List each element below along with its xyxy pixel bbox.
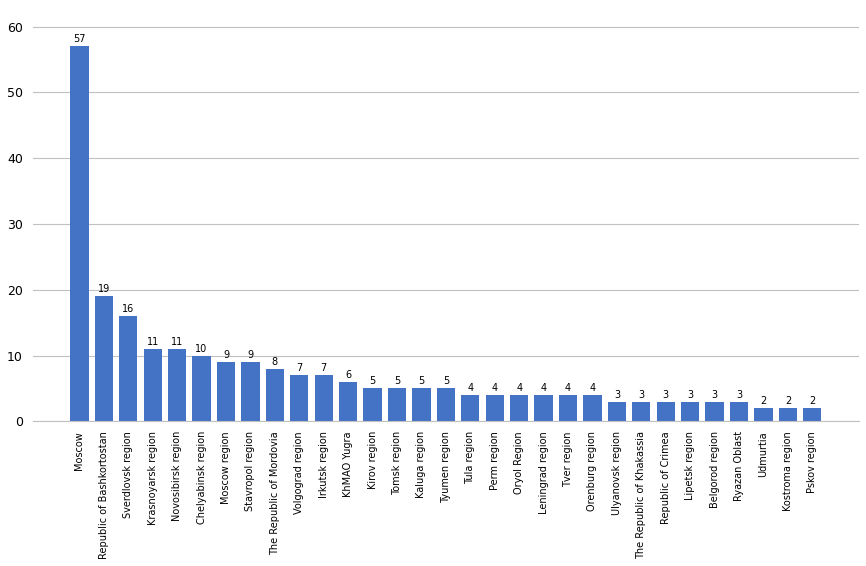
Bar	[70, 46, 88, 421]
Bar	[120, 316, 138, 421]
Bar	[559, 395, 577, 421]
Bar	[803, 408, 822, 421]
Text: 4: 4	[590, 383, 596, 393]
Text: 3: 3	[712, 389, 718, 400]
Bar	[94, 297, 113, 421]
Bar	[730, 402, 748, 421]
Text: 9: 9	[223, 350, 229, 360]
Text: 3: 3	[614, 389, 620, 400]
Bar	[706, 402, 724, 421]
Text: 6: 6	[345, 370, 352, 380]
Text: 4: 4	[516, 383, 522, 393]
Bar	[779, 408, 797, 421]
Text: 4: 4	[540, 383, 546, 393]
Bar	[144, 349, 162, 421]
Bar	[242, 362, 260, 421]
Text: 4: 4	[492, 383, 498, 393]
Text: 7: 7	[320, 363, 326, 374]
Text: 2: 2	[785, 396, 791, 406]
Bar	[216, 362, 236, 421]
Bar	[412, 388, 430, 421]
Bar	[510, 395, 528, 421]
Bar	[436, 388, 455, 421]
Bar	[486, 395, 504, 421]
Bar	[656, 402, 675, 421]
Bar	[632, 402, 650, 421]
Text: 10: 10	[196, 344, 208, 354]
Text: 11: 11	[171, 337, 184, 347]
Bar	[364, 388, 382, 421]
Bar	[290, 375, 308, 421]
Bar	[754, 408, 772, 421]
Bar	[584, 395, 602, 421]
Text: 57: 57	[73, 35, 86, 45]
Text: 3: 3	[687, 389, 694, 400]
Text: 4: 4	[565, 383, 571, 393]
Text: 5: 5	[418, 376, 424, 387]
Bar	[192, 355, 210, 421]
Text: 8: 8	[272, 357, 278, 367]
Text: 7: 7	[296, 363, 302, 374]
Text: 3: 3	[662, 389, 669, 400]
Text: 3: 3	[736, 389, 742, 400]
Text: 2: 2	[760, 396, 766, 406]
Bar	[314, 375, 333, 421]
Bar	[266, 368, 284, 421]
Text: 3: 3	[638, 389, 644, 400]
Bar	[388, 388, 406, 421]
Bar	[534, 395, 553, 421]
Text: 4: 4	[468, 383, 474, 393]
Bar	[681, 402, 700, 421]
Text: 5: 5	[443, 376, 449, 387]
Bar	[339, 382, 358, 421]
Text: 19: 19	[98, 284, 110, 294]
Bar	[461, 395, 480, 421]
Text: 11: 11	[146, 337, 158, 347]
Text: 9: 9	[248, 350, 254, 360]
Bar	[608, 402, 626, 421]
Bar	[168, 349, 186, 421]
Text: 16: 16	[122, 304, 134, 314]
Text: 5: 5	[370, 376, 376, 387]
Text: 2: 2	[809, 396, 816, 406]
Text: 5: 5	[394, 376, 400, 387]
